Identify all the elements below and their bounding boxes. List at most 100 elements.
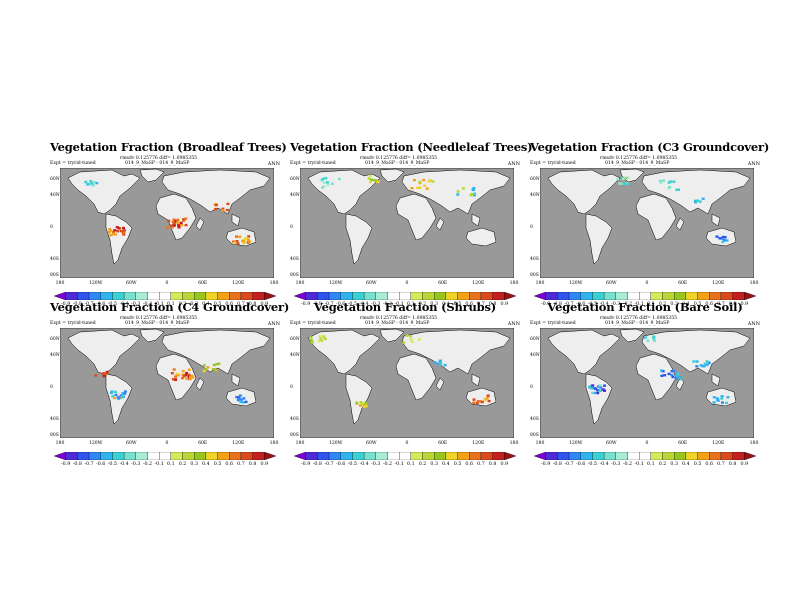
colorbar-swatch xyxy=(568,452,581,460)
colorbar-swatch xyxy=(410,452,423,460)
lon-tick-label: 60W xyxy=(366,281,377,286)
colorbar-labels: -0.9 -0.8 -0.7 -0.6 -0.5 -0.4 -0.3 -0.2 -0.1 0.1 0… xyxy=(50,462,280,469)
data-cell xyxy=(176,221,180,224)
data-cell xyxy=(472,187,476,190)
colorbar-tick-label: -0.8 xyxy=(72,302,82,307)
land-mass xyxy=(195,217,205,231)
lon-tick-label: 180 xyxy=(535,441,545,446)
data-cell xyxy=(701,197,705,200)
lat-tick-label: 40S xyxy=(50,257,59,262)
colorbar-swatch xyxy=(662,292,675,300)
data-cell xyxy=(122,226,125,230)
data-cell xyxy=(167,219,171,223)
lat-tick-label: 60N xyxy=(290,177,300,182)
colorbar-tick-label: 0.6 xyxy=(705,462,714,467)
lon-tick-label: 0 xyxy=(165,281,169,286)
colorbar-tick-label: -0.3 xyxy=(371,302,381,307)
panel-expt: Expt = tryrid-tuned xyxy=(290,321,336,326)
data-cell xyxy=(115,226,119,229)
world-map xyxy=(300,328,514,438)
data-cell xyxy=(212,363,216,367)
data-cell xyxy=(93,181,97,184)
lon-tick-label: 180 xyxy=(55,441,65,446)
data-cell xyxy=(109,229,113,232)
colorbar-tick-label: -0.3 xyxy=(371,462,381,467)
lon-tick-label: 120E xyxy=(472,441,485,446)
lat-tick-label: 40N xyxy=(290,193,300,198)
colorbar-tick-label: -0.8 xyxy=(312,462,322,467)
lat-tick-label: 40N xyxy=(50,353,60,358)
data-cell xyxy=(671,375,675,379)
data-cell xyxy=(705,363,709,366)
data-cell xyxy=(323,337,327,340)
colorbar-swatch xyxy=(363,292,376,300)
colorbar-tick-label: 0.9 xyxy=(740,462,749,467)
colorbar-swatch xyxy=(685,452,698,460)
colorbar-tick-label: -0.3 xyxy=(611,302,621,307)
colorbar-tick-label: 0.7 xyxy=(477,462,485,467)
data-cell xyxy=(177,224,181,227)
lat-tick-label: 40S xyxy=(290,417,299,422)
data-cell xyxy=(181,369,185,373)
colorbar-tick-label: 0.3 xyxy=(430,302,439,307)
colorbar-swatch xyxy=(294,292,306,300)
lon-labels: 180 120W 60W 0 60E 120E 180 xyxy=(290,281,520,288)
data-cell xyxy=(213,368,217,371)
data-cell xyxy=(320,179,324,182)
colorbar-swatch xyxy=(264,292,276,300)
data-cell xyxy=(712,396,716,399)
colorbar-tick-label: -0.1 xyxy=(154,462,164,467)
map-panel-needleleaf: Vegetation Fraction (Needleleaf Trees) r… xyxy=(290,140,533,320)
colorbar-tick-label: -0.7 xyxy=(324,302,334,307)
data-cell xyxy=(172,223,176,226)
data-cell xyxy=(692,360,696,363)
land-mass xyxy=(307,329,381,375)
data-cell xyxy=(694,199,698,202)
colorbar-swatch xyxy=(744,292,756,300)
lon-labels: 180 120W 60W 0 60E 120E 180 xyxy=(50,441,280,448)
colorbar-tick-label: 0.5 xyxy=(213,462,222,467)
data-cell xyxy=(596,389,600,392)
panel-title: Vegetation Fraction (Shrubs) xyxy=(313,300,497,314)
panel-stats: rmsdv 0.125776 diff= 1.0985355 xyxy=(600,156,678,161)
colorbar-tick-label: 0.2 xyxy=(418,462,427,467)
world-map xyxy=(540,328,754,438)
lon-tick-label: 120E xyxy=(232,281,245,286)
data-cell xyxy=(660,369,664,372)
panel-title: Vegetation Fraction (Bare Soil) xyxy=(547,300,743,314)
land-mass xyxy=(395,353,437,401)
lat-tick-label: 60N xyxy=(530,177,540,182)
lon-tick-label: 0 xyxy=(645,441,649,446)
data-cell xyxy=(472,188,475,192)
data-cell xyxy=(598,389,602,392)
colorbar-swatch xyxy=(328,292,341,300)
land-mass xyxy=(161,169,271,215)
lon-tick-label: 0 xyxy=(165,441,169,446)
lat-tick-label: 40S xyxy=(50,417,59,422)
colorbar-swatch xyxy=(557,292,570,300)
panel-season: ANN xyxy=(267,321,280,327)
land-mass xyxy=(161,329,271,375)
data-cell xyxy=(202,364,206,367)
data-cell xyxy=(594,387,598,390)
data-cell xyxy=(318,334,322,338)
data-cell xyxy=(311,340,314,344)
colorbar-swatch xyxy=(480,452,493,460)
colorbar-tick-label: 0.1 xyxy=(647,302,655,307)
data-cell xyxy=(206,366,210,369)
colorbar-swatch xyxy=(240,452,253,460)
colorbar-labels: -0.9 -0.8 -0.7 -0.6 -0.5 -0.4 -0.3 -0.2 -0.1 0.1 0… xyxy=(290,462,520,469)
colorbar-swatch xyxy=(615,452,628,460)
data-cell xyxy=(202,369,206,373)
colorbar-tick-label: -0.8 xyxy=(312,302,322,307)
lon-tick-label: 180 xyxy=(55,281,65,286)
panel-stats: rmsdv 0.125776 diff= 1.0985355 xyxy=(120,316,198,321)
colorbar-swatch xyxy=(65,452,78,460)
data-cell xyxy=(360,403,364,406)
lat-tick-label: 80S xyxy=(530,433,539,438)
colorbar-swatch xyxy=(732,452,745,460)
data-cell xyxy=(669,180,673,183)
colorbar-tick-label: -0.7 xyxy=(324,462,334,467)
data-cell xyxy=(123,390,127,393)
colorbar-tick-label: 0.1 xyxy=(167,462,175,467)
